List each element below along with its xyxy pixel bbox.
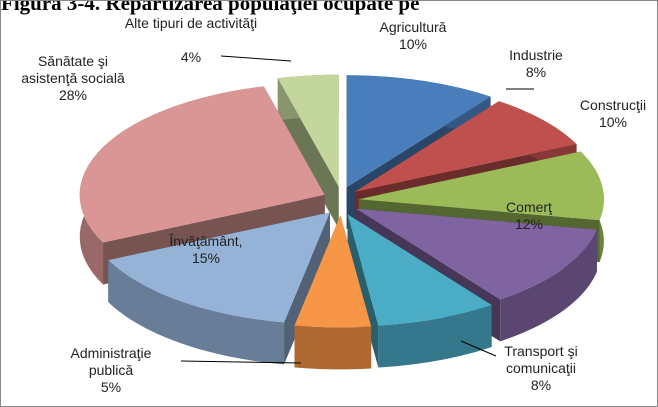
slice-label: Comerţ [506, 199, 552, 215]
slice-label: Agricultură [379, 19, 447, 35]
slice-label: Construcţii [579, 97, 647, 113]
slice [346, 75, 491, 188]
slice-value: 12% [514, 216, 544, 232]
slice-side [500, 229, 597, 342]
leader-line [180, 360, 302, 364]
slice-value: 15% [191, 250, 221, 266]
slice [294, 215, 372, 328]
slice-label: Industrie [509, 47, 563, 63]
slice [79, 86, 325, 243]
slice-label: Sănătate şi asistenţă socială [21, 53, 125, 86]
slice-side [294, 325, 372, 370]
slice [347, 214, 492, 326]
slice-value: 8% [525, 64, 547, 80]
slice-label: Transport şi comunicaţii [504, 343, 578, 376]
slice [356, 208, 597, 300]
slice-value: 4% [180, 49, 202, 65]
slice-value: 28% [58, 87, 88, 103]
slice-label: Administraţie publică [70, 345, 152, 378]
chart-title: Figura 3-4. Repartizarea populaţiei ocup… [1, 0, 420, 15]
slice [358, 151, 604, 221]
slice-value: 10% [598, 114, 628, 130]
slice [354, 101, 577, 192]
slice-value: 10% [398, 36, 428, 52]
slice-side [108, 260, 285, 365]
slice [277, 74, 339, 187]
slice-value: 8% [530, 377, 552, 393]
slice-value: 5% [100, 379, 122, 395]
leader-line [220, 55, 292, 62]
slice [108, 212, 330, 323]
slice-label: Învăţământ, [169, 233, 243, 249]
slice-side [378, 304, 492, 368]
leader-line [460, 340, 497, 357]
slice-label: Alte tipuri de activităţi [124, 15, 258, 31]
